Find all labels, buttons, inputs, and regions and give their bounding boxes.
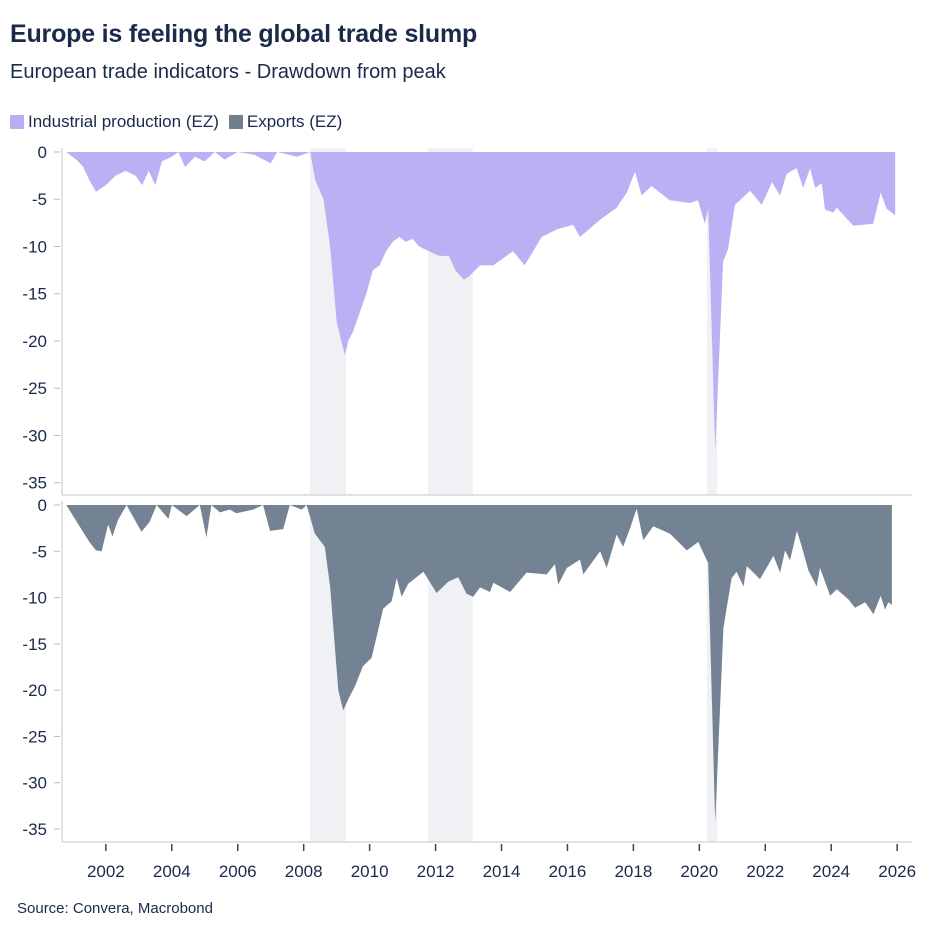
y-tick-label: -30 (22, 426, 47, 445)
x-tick-label: 2006 (219, 862, 257, 881)
y-tick-label: -15 (22, 285, 47, 304)
x-tick-label: 2010 (351, 862, 389, 881)
legend-swatch-industrial-production (10, 115, 24, 129)
legend-item-industrial-production: Industrial production (EZ) (10, 112, 219, 132)
y-tick-label: -15 (22, 635, 47, 654)
x-tick-label: 2002 (87, 862, 125, 881)
y-tick-label: -30 (22, 774, 47, 793)
source-note: Source: Convera, Macrobond (17, 900, 213, 917)
x-tick-label: 2022 (746, 862, 784, 881)
chart-title: Europe is feeling the global trade slump (10, 20, 478, 48)
y-tick-label: -5 (32, 542, 47, 561)
y-tick-label: -20 (22, 332, 47, 351)
x-tick-label: 2014 (483, 862, 521, 881)
legend-swatch-exports (228, 115, 243, 129)
x-tick-label: 2020 (680, 862, 718, 881)
y-tick-label: 0 (38, 143, 47, 162)
legend-item-exports: Exports (EZ) (228, 112, 343, 132)
legend-label: Industrial production (EZ) (28, 112, 219, 131)
legend-label: Exports (EZ) (246, 112, 343, 131)
x-tick-label: 2016 (549, 862, 587, 881)
area-series-exports (66, 505, 892, 823)
area-series-industrial-production (66, 152, 896, 452)
x-tick-label: 2018 (614, 862, 652, 881)
y-tick-label: -20 (22, 681, 47, 700)
y-tick-label: -10 (22, 589, 47, 608)
y-tick-label: 0 (38, 496, 47, 515)
chart-subtitle: European trade indicators - Drawdown fro… (10, 61, 446, 83)
y-tick-label: -25 (22, 379, 47, 398)
x-tick-label: 2004 (153, 862, 191, 881)
y-tick-label: -5 (32, 190, 47, 209)
y-tick-label: -35 (22, 474, 47, 493)
y-tick-label: -35 (22, 820, 47, 839)
y-tick-label: -25 (22, 727, 47, 746)
x-tick-label: 2024 (812, 862, 850, 881)
x-tick-label: 2012 (417, 862, 455, 881)
legend: Industrial production (EZ) Exports (EZ) (10, 112, 352, 132)
y-tick-label: -10 (22, 237, 47, 256)
x-tick-label: 2008 (285, 862, 323, 881)
x-tick-label: 2026 (878, 862, 916, 881)
